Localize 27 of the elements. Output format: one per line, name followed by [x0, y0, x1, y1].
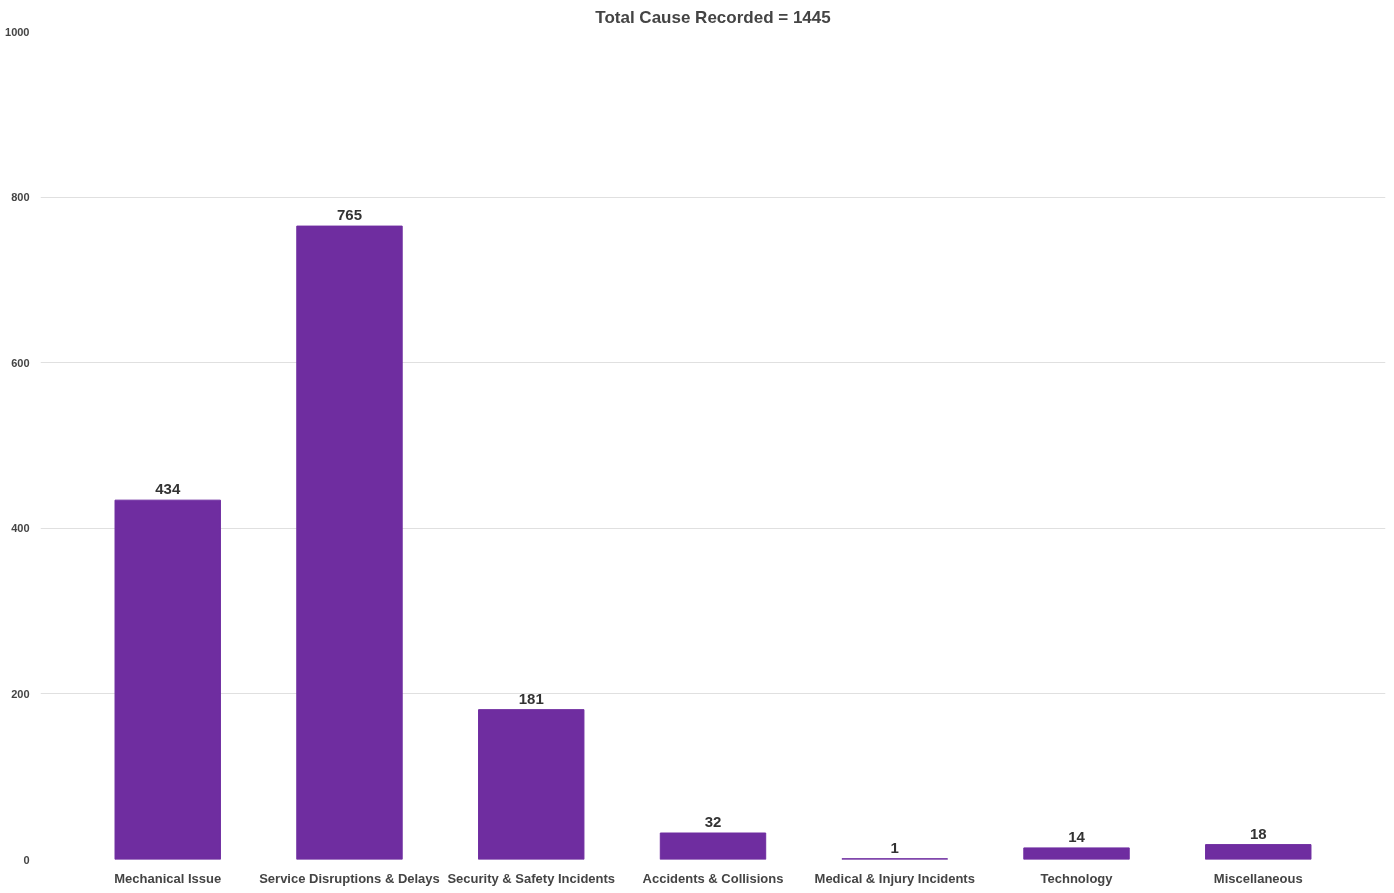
y-tick-label: 200: [11, 687, 30, 700]
bar: [1205, 844, 1312, 860]
y-tick-label: 1000: [5, 25, 30, 38]
data-label: 18: [1249, 824, 1267, 842]
bar: [478, 709, 585, 860]
data-label: 434: [155, 480, 181, 498]
bar: [114, 499, 221, 860]
data-label: 765: [336, 206, 362, 224]
bar: [659, 832, 767, 860]
y-tick-label: 600: [11, 356, 30, 369]
x-tick-label: Technology: [1040, 870, 1114, 886]
x-tick-label: Accidents & Collisions: [642, 870, 784, 886]
data-label: 181: [518, 689, 544, 707]
data-label: 32: [704, 813, 722, 830]
bar: [1023, 847, 1130, 860]
x-tick-label: Service Disruptions & Delays: [259, 870, 440, 886]
x-tick-label: Mechanical Issue: [114, 870, 222, 886]
chart-title: Total Cause Recorded = 1445: [595, 7, 831, 27]
y-tick-label: 800: [11, 191, 30, 204]
data-label: 1: [890, 838, 899, 856]
data-label: 14: [1068, 827, 1086, 845]
x-tick-label: Security & Safety Incidents: [447, 870, 616, 886]
x-tick-label: Miscellaneous: [1213, 870, 1303, 886]
y-tick-label: 400: [11, 522, 30, 535]
x-tick-label: Medical & Injury Incidents: [814, 870, 975, 886]
bar: [296, 225, 403, 860]
y-tick-label: 0: [23, 853, 30, 866]
